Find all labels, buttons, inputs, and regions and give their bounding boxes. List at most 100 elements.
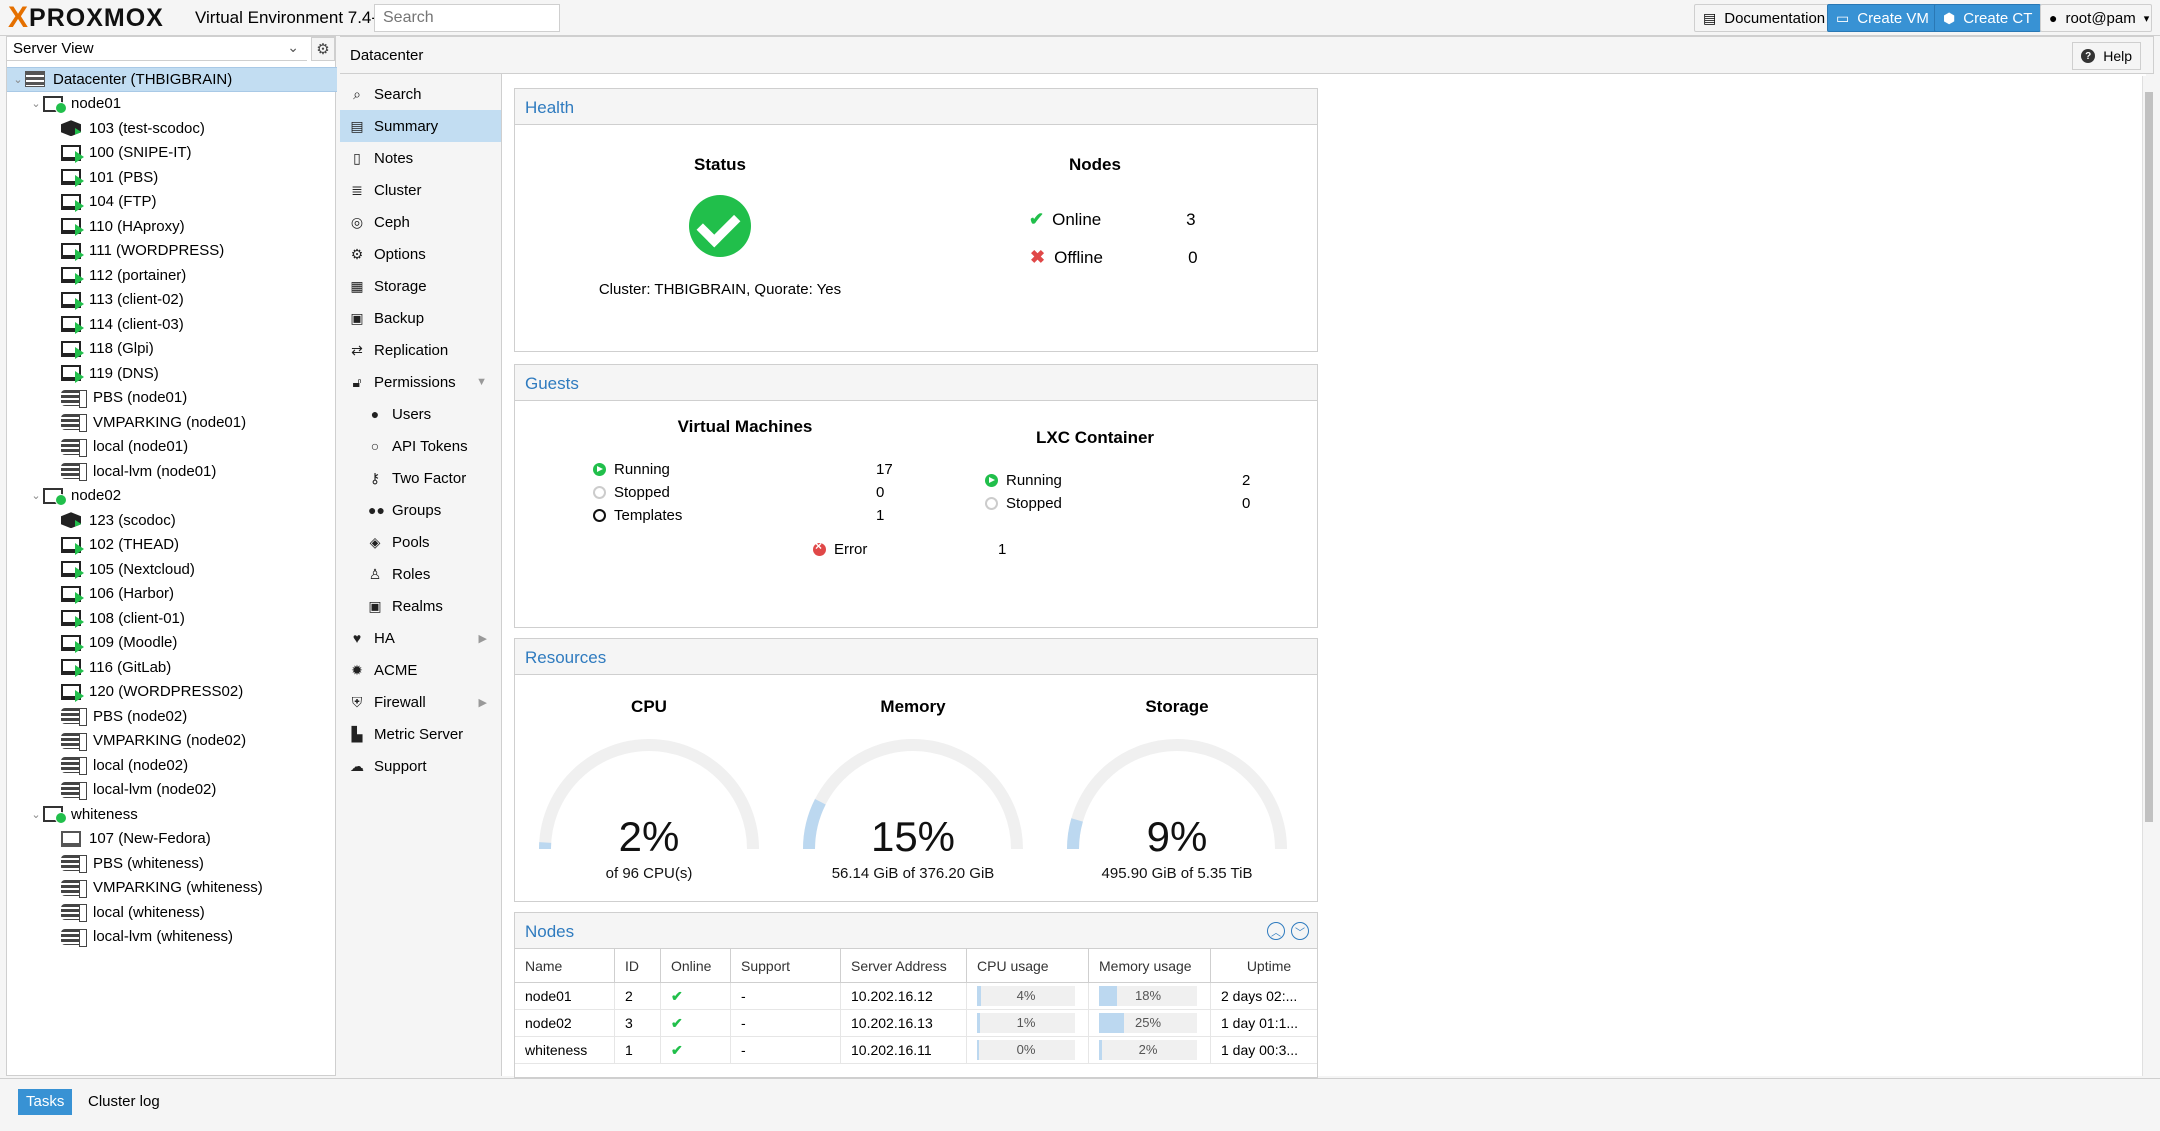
menu-item-ceph[interactable]: ◎ Ceph bbox=[340, 206, 501, 238]
vertical-scrollbar[interactable] bbox=[2142, 76, 2154, 1076]
menu-item-pools[interactable]: ◈ Pools bbox=[340, 526, 501, 558]
version-label: Virtual Environment 7.4-3 bbox=[195, 8, 387, 27]
tree-item-label: 112 (portainer) bbox=[89, 266, 187, 284]
menu-item-acme[interactable]: ✹ ACME bbox=[340, 654, 501, 686]
menu-label: Firewall bbox=[374, 693, 426, 711]
col-header-server-address[interactable]: Server Address bbox=[841, 949, 967, 982]
menu-item-groups[interactable]: ●● Groups bbox=[340, 494, 501, 526]
menu-item-search[interactable]: ⌕ Search bbox=[340, 78, 501, 110]
col-header-support[interactable]: Support bbox=[731, 949, 841, 982]
tree-item[interactable]: 106 (Harbor) bbox=[7, 582, 337, 607]
tree-item[interactable]: ⌄ node02 bbox=[7, 484, 337, 509]
menu-item-ha[interactable]: ♥ HA ▶ bbox=[340, 622, 501, 654]
menu-item-firewall[interactable]: ⛨ Firewall ▶ bbox=[340, 686, 501, 718]
datacenter-menu: ⌕ Search ▤ Summary ▯ Notes ≣ Cluster ◎ Ceph ⚙… bbox=[340, 74, 502, 1076]
create-vm-button[interactable]: ▭ Create VM bbox=[1827, 4, 1938, 32]
memory-usage-fill bbox=[1099, 986, 1117, 1006]
menu-item-options[interactable]: ⚙ Options bbox=[340, 238, 501, 270]
search-input[interactable] bbox=[374, 4, 560, 32]
tree-item[interactable]: 103 (test-scodoc) bbox=[7, 116, 337, 141]
table-row[interactable]: node02 3 ✔ -10.202.16.13 1% 25% 1 day 01:1... bbox=[515, 1010, 1317, 1037]
menu-item-api-tokens[interactable]: ○ API Tokens bbox=[340, 430, 501, 462]
proxmox-logo[interactable]: X PROXMOX bbox=[8, 3, 164, 33]
col-header-online[interactable]: Online bbox=[661, 949, 731, 982]
tree-item[interactable]: 102 (THEAD) bbox=[7, 533, 337, 558]
server-icon: ≣ bbox=[351, 181, 363, 198]
tree-item[interactable]: 114 (client-03) bbox=[7, 312, 337, 337]
menu-item-replication[interactable]: ⇄ Replication bbox=[340, 334, 501, 366]
menu-item-notes[interactable]: ▯ Notes bbox=[340, 142, 501, 174]
tree-item[interactable]: 105 (Nextcloud) bbox=[7, 557, 337, 582]
tree-item[interactable]: 113 (client-02) bbox=[7, 288, 337, 313]
tree-item[interactable]: 101 (PBS) bbox=[7, 165, 337, 190]
chevron-down-icon[interactable]: ﹀ bbox=[1291, 922, 1309, 940]
menu-item-support[interactable]: ☁ Support bbox=[340, 750, 501, 782]
tree-item[interactable]: VMPARKING (node01) bbox=[7, 410, 337, 435]
tab-tasks[interactable]: Tasks bbox=[18, 1089, 73, 1115]
table-row[interactable]: whiteness 1 ✔ -10.202.16.11 0% 2% 1 day 00:3..… bbox=[515, 1037, 1317, 1064]
menu-item-cluster[interactable]: ≣ Cluster bbox=[340, 174, 501, 206]
menu-item-roles[interactable]: ♙ Roles bbox=[340, 558, 501, 590]
tree-item-label: 109 (Moodle) bbox=[89, 634, 178, 652]
grid-header-row: Name ID Online Support Server Address CP… bbox=[515, 949, 1317, 983]
tree-item[interactable]: local-lvm (node02) bbox=[7, 778, 337, 803]
col-header-name[interactable]: Name bbox=[515, 949, 615, 982]
tree-item[interactable]: ⌄ node01 bbox=[7, 92, 337, 117]
col-header-cpu-usage[interactable]: CPU usage bbox=[967, 949, 1089, 982]
tree-item[interactable]: ⌄ Datacenter (THBIGBRAIN) bbox=[7, 67, 337, 92]
tree-item[interactable]: 116 (GitLab) bbox=[7, 655, 337, 680]
tree-item[interactable]: 120 (WORDPRESS02) bbox=[7, 680, 337, 705]
tree-item[interactable]: 118 (Glpi) bbox=[7, 337, 337, 362]
tree-item[interactable]: 112 (portainer) bbox=[7, 263, 337, 288]
tree-item[interactable]: local (node01) bbox=[7, 435, 337, 460]
tree-item[interactable]: VMPARKING (node02) bbox=[7, 729, 337, 754]
menu-item-backup[interactable]: ▣ Backup bbox=[340, 302, 501, 334]
tree-item[interactable]: 123 (scodoc) bbox=[7, 508, 337, 533]
tree-item[interactable]: ⌄ whiteness bbox=[7, 802, 337, 827]
tree-item[interactable]: local-lvm (whiteness) bbox=[7, 925, 337, 950]
scrollbar-thumb[interactable] bbox=[2145, 92, 2153, 822]
tree-item[interactable]: local (node02) bbox=[7, 753, 337, 778]
menu-item-metric-server[interactable]: ▙ Metric Server bbox=[340, 718, 501, 750]
view-select[interactable]: Server View ⌄ bbox=[7, 37, 307, 61]
menu-item-permissions[interactable]: 🔓︎ Permissions ▼ bbox=[340, 366, 501, 398]
col-header-uptime[interactable]: Uptime bbox=[1246, 957, 1292, 974]
tree-item[interactable]: PBS (whiteness) bbox=[7, 851, 337, 876]
documentation-button[interactable]: ▤ Documentation bbox=[1694, 4, 1835, 32]
user-menu-button[interactable]: ● root@pam ▾ bbox=[2040, 4, 2152, 32]
col-header-memory-usage[interactable]: Memory usage bbox=[1089, 949, 1211, 982]
tree-item[interactable]: 104 (FTP) bbox=[7, 190, 337, 215]
tree-item[interactable]: 110 (HAproxy) bbox=[7, 214, 337, 239]
storage-percent: 9% bbox=[1146, 813, 1208, 860]
menu-item-two-factor[interactable]: ⚷ Two Factor bbox=[340, 462, 501, 494]
col-header-id[interactable]: ID bbox=[615, 949, 661, 982]
tree-item[interactable]: PBS (node02) bbox=[7, 704, 337, 729]
expander-icon[interactable]: ⌄ bbox=[13, 73, 23, 86]
expander-icon[interactable]: ⌄ bbox=[31, 98, 41, 111]
tree-item[interactable]: VMPARKING (whiteness) bbox=[7, 876, 337, 901]
menu-item-summary[interactable]: ▤ Summary bbox=[340, 110, 501, 142]
expander-icon[interactable]: ⌄ bbox=[31, 490, 41, 503]
vm-running-icon bbox=[61, 267, 84, 286]
tree-item[interactable]: 108 (client-01) bbox=[7, 606, 337, 631]
storage-gauge-label: Storage bbox=[1145, 697, 1209, 716]
create-ct-button[interactable]: ⬢ Create CT bbox=[1934, 4, 2042, 32]
tree-item[interactable]: 119 (DNS) bbox=[7, 361, 337, 386]
menu-item-realms[interactable]: ▣ Realms bbox=[340, 590, 501, 622]
expander-icon[interactable]: ⌄ bbox=[31, 808, 41, 821]
chevron-up-icon[interactable]: ︿ bbox=[1267, 922, 1285, 940]
menu-item-users[interactable]: ● Users bbox=[340, 398, 501, 430]
menu-item-storage[interactable]: ▦ Storage bbox=[340, 270, 501, 302]
tree-item[interactable]: 111 (WORDPRESS) bbox=[7, 239, 337, 264]
tree-settings-button[interactable]: ⚙ bbox=[311, 37, 335, 61]
tree-item[interactable]: 109 (Moodle) bbox=[7, 631, 337, 656]
tab-cluster-log[interactable]: Cluster log bbox=[88, 1093, 160, 1110]
tree-item-label: VMPARKING (node01) bbox=[93, 413, 247, 431]
tree-item[interactable]: 107 (New-Fedora) bbox=[7, 827, 337, 852]
tree-item[interactable]: PBS (node01) bbox=[7, 386, 337, 411]
tree-item[interactable]: local-lvm (node01) bbox=[7, 459, 337, 484]
table-row[interactable]: node01 2 ✔ -10.202.16.12 4% 18% 2 days 02:... bbox=[515, 983, 1317, 1010]
help-button[interactable]: ? Help bbox=[2072, 42, 2141, 70]
tree-item[interactable]: local (whiteness) bbox=[7, 900, 337, 925]
tree-item[interactable]: 100 (SNIPE-IT) bbox=[7, 141, 337, 166]
